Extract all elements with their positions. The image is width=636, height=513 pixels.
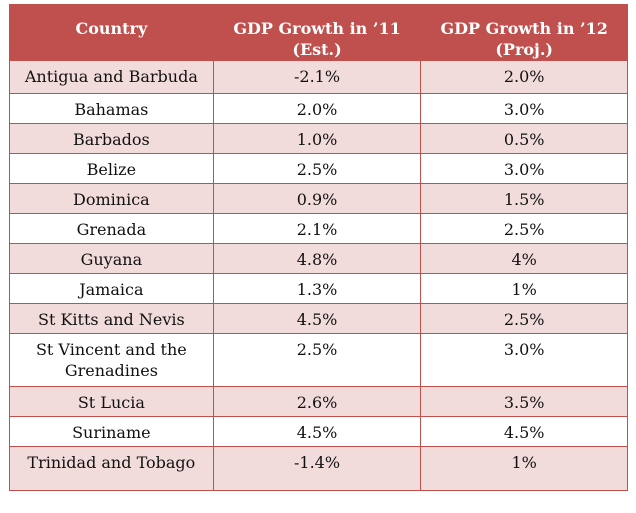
cell-country: Antigua and Barbuda [9,60,214,94]
cell-country: Suriname [9,416,214,447]
cell-growth-2011: 2.5% [212,153,422,184]
table-row: Dominica 0.9% 1.5% [9,183,628,214]
table-row: Jamaica 1.3% 1% [9,273,628,304]
cell-country: St Kitts and Nevis [9,303,214,334]
cell-growth-2011: -1.4% [212,446,422,491]
cell-country: Belize [9,153,214,184]
header-growth-2011: GDP Growth in ’11 (Est.) [212,4,422,61]
cell-growth-2011: 2.0% [212,93,422,124]
cell-country: Trinidad and Tobago [9,446,214,491]
table-row: Suriname 4.5% 4.5% [9,416,628,447]
cell-growth-2011: 2.1% [212,213,422,244]
cell-growth-2012: 2.5% [420,213,628,244]
table-row: Trinidad and Tobago -1.4% 1% [9,446,628,491]
header-growth-2012: GDP Growth in ’12 (Proj.) [420,4,628,61]
cell-growth-2011: 2.6% [212,386,422,417]
cell-growth-2011: 2.5% [212,333,422,387]
cell-growth-2012: 4.5% [420,416,628,447]
table-row: St Kitts and Nevis 4.5% 2.5% [9,303,628,334]
cell-growth-2011: 1.3% [212,273,422,304]
cell-country: Bahamas [9,93,214,124]
cell-growth-2011: 4.5% [212,303,422,334]
cell-growth-2012: 1% [420,273,628,304]
cell-country: St Vincent and the Grenadines [9,333,214,387]
cell-country: St Lucia [9,386,214,417]
cell-growth-2012: 1.5% [420,183,628,214]
table-row: Belize 2.5% 3.0% [9,153,628,184]
table-row: St Lucia 2.6% 3.5% [9,386,628,417]
cell-growth-2012: 3.0% [420,333,628,387]
table-row: Grenada 2.1% 2.5% [9,213,628,244]
table-row: Barbados 1.0% 0.5% [9,123,628,154]
cell-growth-2011: -2.1% [212,60,422,94]
cell-growth-2012: 2.0% [420,60,628,94]
header-row: Country GDP Growth in ’11 (Est.) GDP Gro… [9,4,628,61]
gdp-growth-table: Country GDP Growth in ’11 (Est.) GDP Gro… [9,4,628,491]
cell-growth-2012: 4% [420,243,628,274]
cell-growth-2011: 1.0% [212,123,422,154]
cell-growth-2011: 4.8% [212,243,422,274]
cell-growth-2012: 2.5% [420,303,628,334]
cell-growth-2011: 4.5% [212,416,422,447]
cell-growth-2012: 3.5% [420,386,628,417]
cell-country: Jamaica [9,273,214,304]
table-row: Bahamas 2.0% 3.0% [9,93,628,124]
cell-growth-2012: 3.0% [420,93,628,124]
cell-country: Dominica [9,183,214,214]
cell-growth-2012: 3.0% [420,153,628,184]
cell-growth-2012: 0.5% [420,123,628,154]
table-row: St Vincent and the Grenadines 2.5% 3.0% [9,333,628,387]
cell-growth-2011: 0.9% [212,183,422,214]
cell-country: Grenada [9,213,214,244]
cell-country: Barbados [9,123,214,154]
header-country: Country [9,4,214,61]
table-row: Guyana 4.8% 4% [9,243,628,274]
table-row: Antigua and Barbuda -2.1% 2.0% [9,60,628,94]
cell-growth-2012: 1% [420,446,628,491]
cell-country: Guyana [9,243,214,274]
